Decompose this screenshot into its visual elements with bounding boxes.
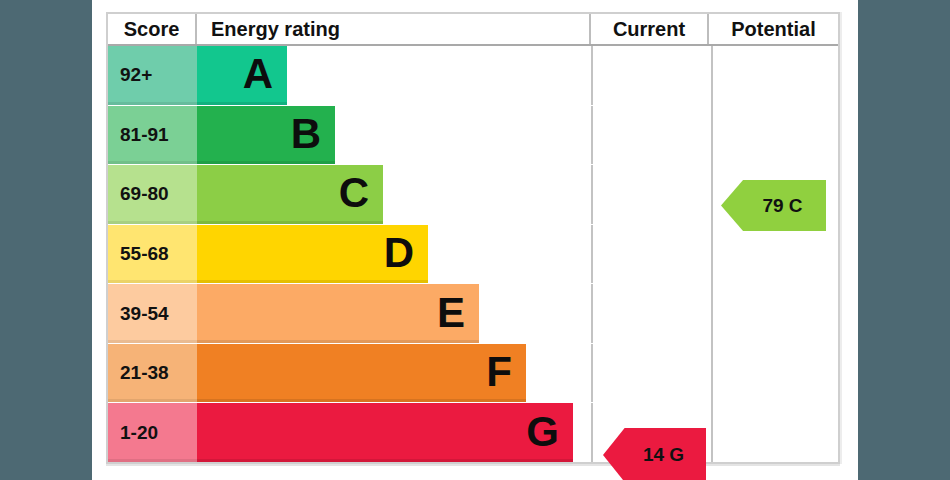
rating-row-c: 69-80 C	[108, 164, 593, 224]
rating-letter: E	[437, 292, 465, 334]
score-range-label: 39-54	[108, 284, 197, 343]
rating-bar-f: F	[197, 344, 526, 403]
score-range-label: 21-38	[108, 344, 197, 403]
rating-bar-a: A	[197, 46, 287, 105]
rating-row-e: 39-54 E	[108, 283, 593, 343]
current-rating-arrow: 14 G	[603, 428, 706, 480]
left-backdrop-band	[0, 0, 92, 480]
rating-letter: D	[384, 232, 414, 274]
score-range-label: 69-80	[108, 165, 197, 224]
right-backdrop-band	[858, 0, 950, 480]
score-range-label: 55-68	[108, 225, 197, 284]
rating-letter: G	[526, 411, 559, 453]
potential-rating-label: 79 C	[762, 195, 802, 217]
rating-row-g: 1-20 G	[108, 402, 593, 462]
score-column-header: Score	[108, 14, 197, 44]
potential-rating-arrow: 79 C	[721, 180, 826, 231]
rating-bar-g: G	[197, 403, 573, 462]
rating-row-f: 21-38 F	[108, 343, 593, 403]
rating-row-b: 81-91 B	[108, 105, 593, 165]
potential-column-header: Potential	[709, 14, 838, 44]
rating-rows: 92+ A 81-91 B 69-80 C 55-68 D 39-54 E 21-38 F 1-20 G	[108, 46, 593, 462]
rating-bar-e: E	[197, 284, 479, 343]
chart-body: 92+A81-91B69-80C55-68D39-54E21-38F1-20G …	[108, 46, 838, 462]
rating-letter: A	[243, 53, 273, 95]
rating-row-a: 92+ A	[108, 46, 593, 105]
rating-letter: B	[291, 113, 321, 155]
rating-row-d: 55-68 D	[108, 224, 593, 284]
epc-rating-chart: Score Energy rating Current Potential 92…	[106, 12, 840, 464]
current-column-header: Current	[591, 14, 709, 44]
score-range-label: 1-20	[108, 403, 197, 462]
rating-bar-c: C	[197, 165, 383, 224]
rating-letter: F	[486, 351, 512, 393]
potential-column-divider	[711, 46, 713, 462]
energy-rating-column-header: Energy rating	[197, 14, 591, 44]
table-header-row: Score Energy rating Current Potential	[108, 14, 838, 46]
rating-letter: C	[339, 172, 369, 214]
current-rating-label: 14 G	[643, 444, 684, 466]
rating-bar-b: B	[197, 106, 335, 165]
rating-bar-d: D	[197, 225, 428, 284]
score-range-label: 81-91	[108, 106, 197, 165]
score-range-label: 92+	[108, 46, 197, 105]
